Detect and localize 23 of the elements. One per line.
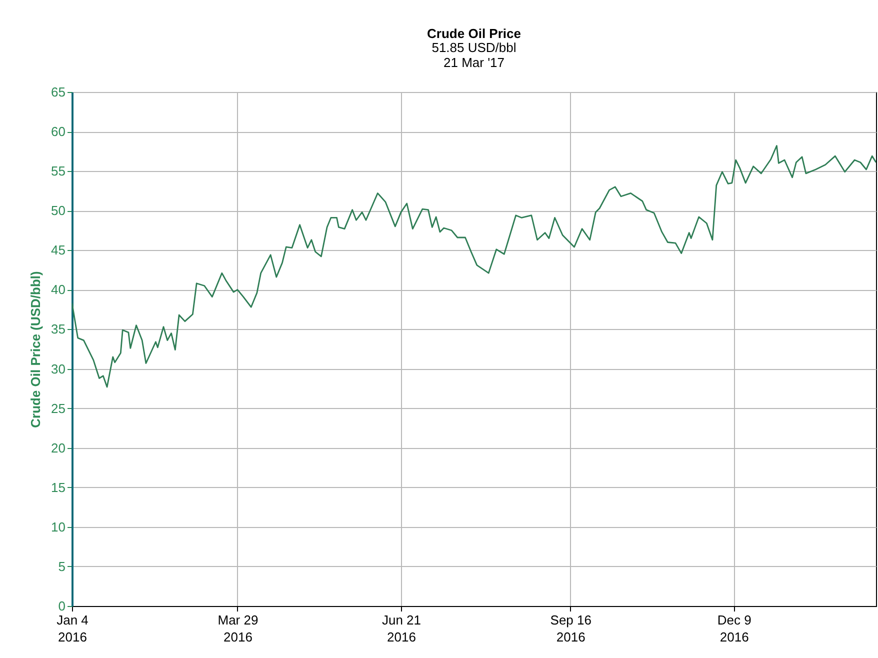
y-tick-label: 0: [58, 598, 66, 614]
y-tick-label: 50: [51, 203, 66, 218]
y-tick-label: 65: [51, 84, 66, 100]
x-tick-label: Mar 29 2016: [218, 612, 258, 644]
y-tick-label: 35: [51, 322, 66, 337]
y-tick-label: 20: [51, 440, 66, 456]
chart-subtitle: 51.85 USD/bbl 21 Mar '17: [432, 40, 516, 70]
x-tick-label: Sep 16 2016: [550, 612, 592, 644]
y-axis-title: Crude Oil Price (USD/bbl): [28, 271, 44, 428]
chart-title: Crude Oil Price: [427, 26, 521, 41]
y-tick-label: 10: [51, 519, 66, 534]
y-tick-label: 45: [51, 242, 66, 258]
y-tick-label: 40: [51, 282, 66, 298]
line-series: [72, 145, 876, 388]
x-tick-label: Jun 21 2016: [382, 612, 422, 644]
y-tick-label: 25: [51, 400, 66, 416]
x-tick-label: Jan 4 2016: [56, 612, 88, 644]
y-tick-label: 15: [51, 480, 66, 495]
y-tick-label: 55: [51, 164, 66, 179]
y-tick-label: 60: [51, 124, 66, 140]
y-tick-label: 5: [58, 558, 66, 574]
x-tick-label: Dec 9 2016: [717, 612, 752, 644]
y-tick-label: 30: [51, 361, 66, 376]
